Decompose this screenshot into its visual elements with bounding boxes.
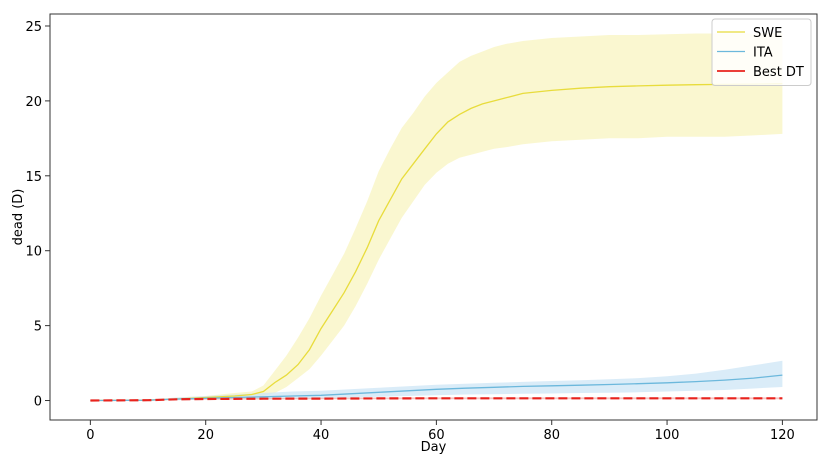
x-tick-label: 20 [197,428,214,443]
y-tick-label: 20 [25,95,42,110]
y-tick-label: 10 [25,245,42,260]
legend: SWE ITA Best DT [711,18,812,86]
plot-frame [49,13,818,421]
series-band-ita [90,360,783,401]
y-tick-label: 0 [34,395,42,410]
series-line-ita [90,374,783,402]
x-tick-label: 80 [543,428,560,443]
y-axis-label: dead (D) [11,189,26,246]
series-band-swe [90,32,783,401]
x-axis-label: Day [421,440,447,455]
x-tick-label: 0 [86,428,94,443]
legend-label-best-dt: Best DT [753,65,804,80]
y-tick-label: 25 [25,20,42,35]
y-tick-label: 15 [25,170,42,185]
series-line-best-dt [90,397,783,402]
legend-label-ita: ITA [753,46,773,61]
x-tick-label: 100 [655,428,680,443]
x-tick-label: 60 [428,428,445,443]
legend-label-swe: SWE [753,26,782,41]
axis-ticks: 0 20 40 60 80 100 120 0 5 10 15 20 25 [25,20,794,443]
legend-box [711,18,812,86]
y-tick-label: 5 [34,320,42,335]
x-tick-label: 120 [770,428,795,443]
x-tick-label: 40 [313,428,330,443]
plot-area [90,32,783,402]
series-line-swe [90,83,783,402]
